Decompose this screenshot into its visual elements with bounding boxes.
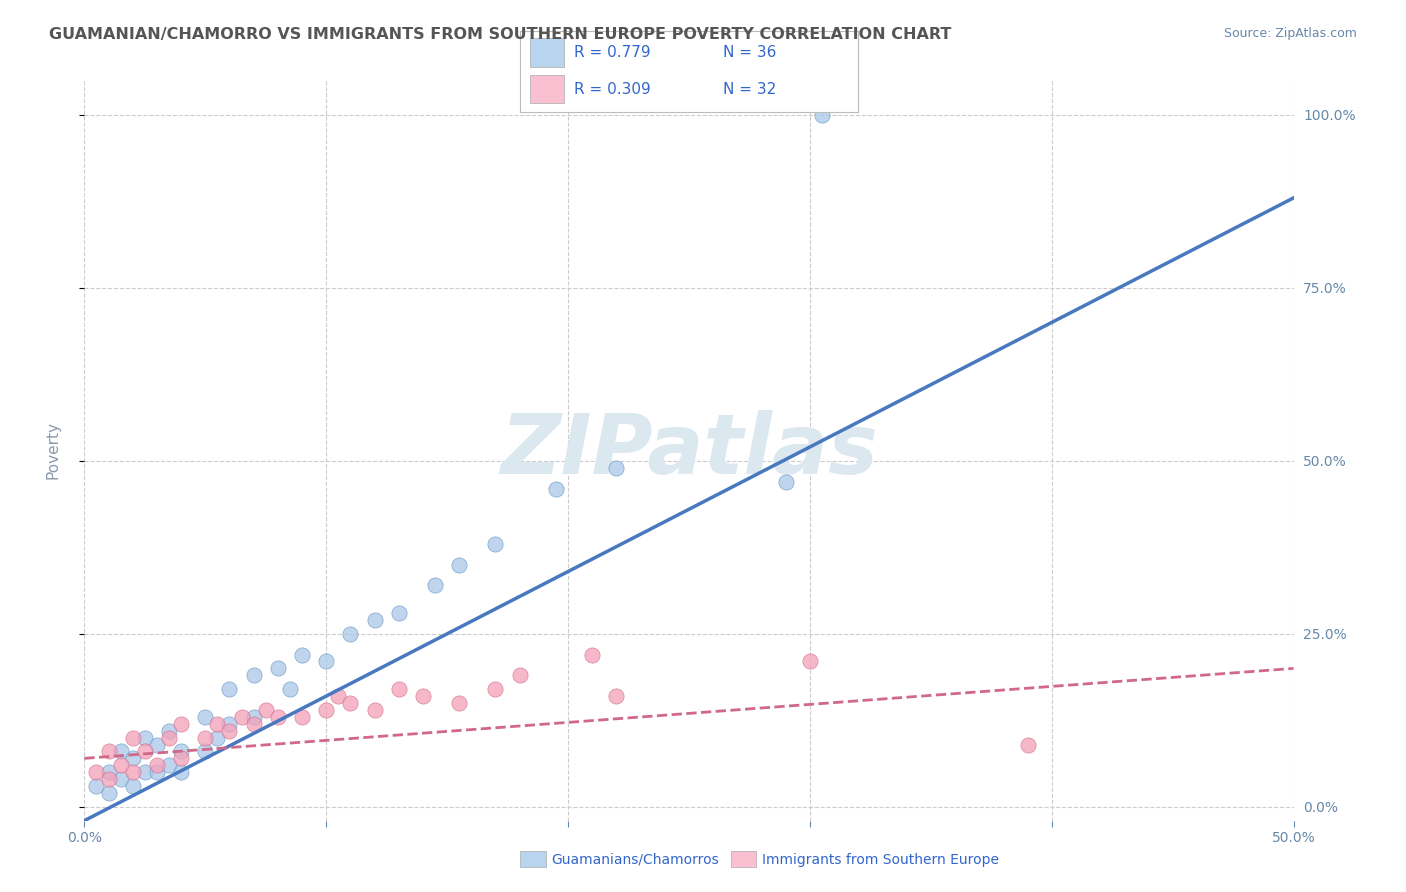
- Point: [484, 682, 506, 697]
- Point: [121, 731, 143, 745]
- Point: [315, 703, 337, 717]
- Point: [242, 668, 264, 682]
- Point: [194, 710, 217, 724]
- Point: [242, 710, 264, 724]
- Point: [775, 475, 797, 489]
- Point: [605, 460, 627, 475]
- Point: [1017, 738, 1039, 752]
- Text: Source: ZipAtlas.com: Source: ZipAtlas.com: [1223, 27, 1357, 40]
- Text: N = 36: N = 36: [723, 45, 776, 61]
- Point: [291, 710, 314, 724]
- Point: [86, 765, 108, 780]
- Point: [388, 606, 411, 620]
- Point: [170, 751, 193, 765]
- Point: [86, 779, 108, 793]
- Point: [484, 537, 506, 551]
- Point: [328, 689, 350, 703]
- Point: [449, 558, 471, 572]
- Point: [146, 758, 169, 772]
- Point: [581, 648, 603, 662]
- Text: GUAMANIAN/CHAMORRO VS IMMIGRANTS FROM SOUTHERN EUROPE POVERTY CORRELATION CHART: GUAMANIAN/CHAMORRO VS IMMIGRANTS FROM SO…: [49, 27, 952, 42]
- Point: [110, 744, 132, 758]
- Point: [218, 723, 240, 738]
- Point: [509, 668, 531, 682]
- Point: [339, 696, 361, 710]
- Point: [412, 689, 434, 703]
- Point: [218, 682, 240, 697]
- Point: [97, 772, 120, 786]
- Point: [110, 772, 132, 786]
- Point: [170, 716, 193, 731]
- Point: [363, 613, 385, 627]
- Point: [339, 627, 361, 641]
- Point: [157, 731, 180, 745]
- Bar: [530, 38, 564, 68]
- Point: [194, 731, 217, 745]
- Point: [97, 765, 120, 780]
- Bar: [530, 75, 564, 103]
- Point: [291, 648, 314, 662]
- Point: [121, 751, 143, 765]
- Point: [388, 682, 411, 697]
- Text: Immigrants from Southern Europe: Immigrants from Southern Europe: [762, 853, 1000, 867]
- Point: [605, 689, 627, 703]
- Point: [146, 738, 169, 752]
- Point: [157, 758, 180, 772]
- Text: Guamanians/Chamorros: Guamanians/Chamorros: [551, 853, 718, 867]
- Point: [449, 696, 471, 710]
- Y-axis label: Poverty: Poverty: [46, 421, 60, 480]
- Point: [121, 779, 143, 793]
- Point: [157, 723, 180, 738]
- Point: [134, 765, 156, 780]
- Point: [231, 710, 253, 724]
- Point: [97, 744, 120, 758]
- Point: [194, 744, 217, 758]
- Text: R = 0.309: R = 0.309: [574, 81, 651, 96]
- Text: N = 32: N = 32: [723, 81, 776, 96]
- Point: [207, 731, 229, 745]
- Point: [423, 578, 446, 592]
- Point: [267, 661, 290, 675]
- Point: [146, 765, 169, 780]
- Point: [110, 758, 132, 772]
- Point: [811, 108, 834, 122]
- Point: [170, 744, 193, 758]
- Point: [170, 765, 193, 780]
- Point: [218, 716, 240, 731]
- Point: [242, 716, 264, 731]
- Point: [799, 655, 821, 669]
- Point: [254, 703, 277, 717]
- Point: [544, 482, 567, 496]
- Point: [97, 786, 120, 800]
- Point: [315, 655, 337, 669]
- Point: [207, 716, 229, 731]
- Text: ZIPatlas: ZIPatlas: [501, 410, 877, 491]
- Point: [267, 710, 290, 724]
- Point: [134, 731, 156, 745]
- Point: [363, 703, 385, 717]
- Text: R = 0.779: R = 0.779: [574, 45, 651, 61]
- Point: [134, 744, 156, 758]
- Point: [121, 765, 143, 780]
- Point: [278, 682, 301, 697]
